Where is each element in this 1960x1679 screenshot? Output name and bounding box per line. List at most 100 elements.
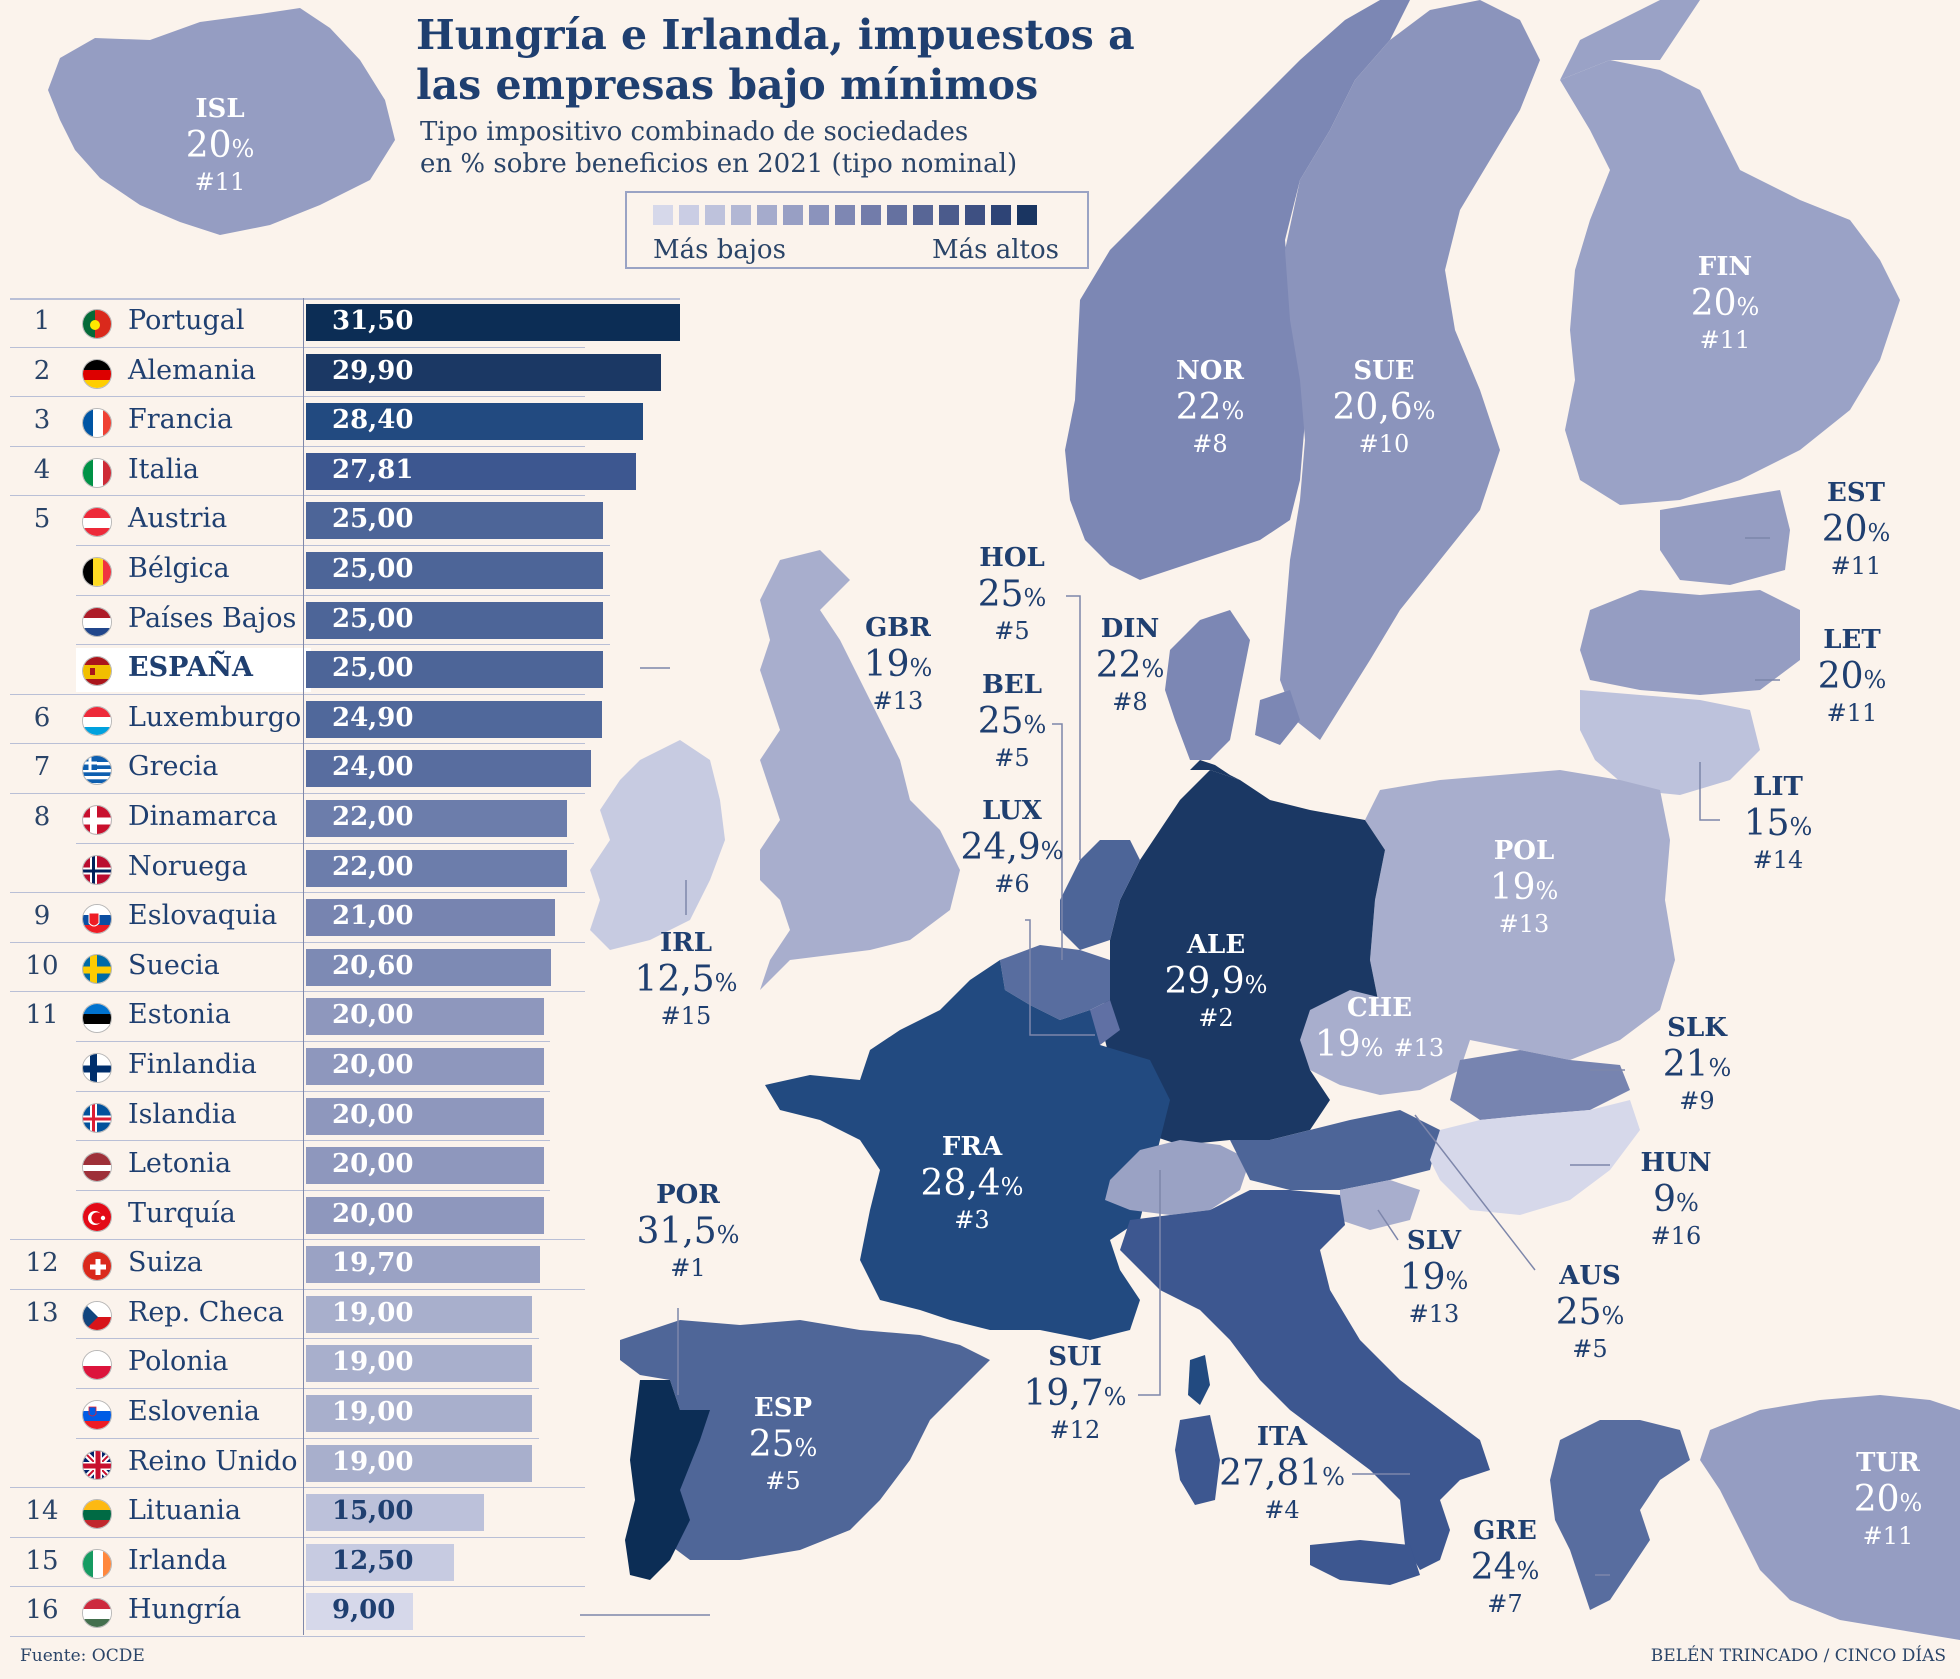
map-label-percent: 19% xyxy=(1400,1260,1469,1296)
ranking-country: Lituania xyxy=(128,1495,242,1527)
map-label-rank: #14 xyxy=(1752,846,1804,874)
map-label-code: SLK xyxy=(1667,1013,1727,1043)
map-label-value: 21 xyxy=(1662,1044,1709,1085)
row-rule xyxy=(76,1338,539,1340)
map-denmark xyxy=(1165,610,1250,760)
ranking-value: 27,81 xyxy=(332,454,414,485)
ranking-value: 25,00 xyxy=(332,603,414,634)
row-rule xyxy=(76,1040,551,1042)
map-france xyxy=(765,960,1170,1340)
map-label-rank: #12 xyxy=(1049,1416,1101,1444)
ranking-row: Polonia 19,00 xyxy=(10,1339,680,1390)
map-label-rank: #4 xyxy=(1264,1496,1300,1524)
map-label-tur: TUR 20% #11 xyxy=(1854,1450,1923,1548)
map-label-percent: 20% xyxy=(1818,659,1887,695)
percent-sign: % xyxy=(1103,1383,1127,1411)
leader-lines xyxy=(640,537,1780,1576)
ranking-row: 10 Suecia 20,60 xyxy=(10,943,680,993)
italy-flag-icon xyxy=(82,457,112,488)
map-label-rank: #13 xyxy=(1408,1300,1460,1328)
legend-swatch xyxy=(757,205,777,225)
credit-note: BELÉN TRINCADO / CINCO DÍAS xyxy=(1650,1646,1946,1666)
map-label-percent: 12,5% xyxy=(635,962,738,998)
map-label-percent: 19,7% xyxy=(1024,1376,1127,1412)
map-sicily xyxy=(1310,1540,1420,1585)
ranking-value: 20,00 xyxy=(332,1149,414,1180)
ranking-value: 12,50 xyxy=(332,1545,414,1576)
percent-sign: % xyxy=(1867,519,1891,547)
row-rule xyxy=(10,445,585,447)
map-label-rank: #15 xyxy=(660,1002,712,1030)
ranking-bar xyxy=(306,651,603,689)
ranking-value: 29,90 xyxy=(332,355,414,386)
ranking-bar xyxy=(306,551,603,589)
map-label-code: ESP xyxy=(753,1393,813,1423)
ranking-bar xyxy=(306,1345,532,1383)
ranking-bar xyxy=(306,1097,544,1135)
ranking-value: 9,00 xyxy=(332,1595,396,1626)
slovakia-flag-icon xyxy=(82,904,112,935)
subtitle-line-2: en % sobre beneficios en 2021 (tipo nomi… xyxy=(420,149,1018,179)
map-label-ita: ITA 27,81% #4 xyxy=(1219,1424,1345,1522)
row-rule xyxy=(10,1487,585,1489)
page-subtitle: Tipo impositivo combinado de sociedades … xyxy=(420,116,1060,180)
ranking-bar xyxy=(306,1543,455,1581)
map-iceland xyxy=(48,8,395,235)
map-ireland xyxy=(590,740,725,950)
map-label-code: FIN xyxy=(1697,252,1753,282)
ranking-country: Finlandia xyxy=(128,1048,257,1080)
ranking-position: 9 xyxy=(33,901,51,932)
ranking-top-rule xyxy=(10,298,680,300)
percent-sign: % xyxy=(1708,1054,1732,1082)
map-label-percent: 29,9% xyxy=(1165,964,1268,1000)
percent-sign: % xyxy=(1899,1489,1923,1517)
map-label-percent: 24% xyxy=(1471,1550,1540,1586)
ranking-country: Islandia xyxy=(128,1098,237,1130)
map-label-rank: #5 xyxy=(994,617,1030,645)
map-label-value: 19 xyxy=(1399,1257,1446,1298)
ranking-country: Noruega xyxy=(128,850,248,882)
percent-sign: % xyxy=(1360,1034,1384,1062)
map-label-value: 19 xyxy=(863,644,910,685)
ranking-bar xyxy=(306,1395,532,1433)
map-label-aus: AUS 25% #5 xyxy=(1556,1263,1625,1361)
percent-sign: % xyxy=(1445,1267,1469,1295)
ranking-position: 6 xyxy=(33,702,51,733)
map-label-isl: ISL 20% #11 xyxy=(186,96,255,194)
ranking-bar xyxy=(306,899,556,937)
map-label-est: EST 20% #11 xyxy=(1822,480,1891,578)
map-estonia xyxy=(1660,490,1790,585)
map-label-sui: SUI 19,7% #12 xyxy=(1024,1344,1127,1442)
map-label-code: ITA xyxy=(1256,1422,1308,1452)
iceland-flag-icon xyxy=(82,1102,112,1133)
subtitle-line-1: Tipo impositivo combinado de sociedades xyxy=(420,117,969,147)
greece-flag-icon xyxy=(82,755,112,786)
ranking-value: 31,50 xyxy=(332,306,414,336)
percent-sign: % xyxy=(1023,711,1047,739)
row-rule xyxy=(10,396,585,398)
map-label-percent: 20% xyxy=(1854,1482,1923,1518)
finland-flag-icon xyxy=(82,1052,112,1083)
ranking-value: 20,00 xyxy=(332,1099,414,1130)
map-latvia xyxy=(1580,590,1800,695)
ranking-bar xyxy=(306,799,568,837)
ranking-position: 7 xyxy=(33,752,51,783)
map-label-value: 22 xyxy=(1175,387,1222,428)
ranking-row: 14 Lituania 15,00 xyxy=(10,1488,680,1538)
uk-flag-icon xyxy=(82,1449,112,1480)
netherlands-flag-icon xyxy=(82,606,112,637)
map-label-gbr: GBR 19% #13 xyxy=(864,615,933,713)
ranking-row: 13 Rep. Checa 19,00 xyxy=(10,1290,680,1340)
ranking-position: 1 xyxy=(33,306,51,336)
ranking-bar xyxy=(306,1593,413,1631)
map-label-rank: #10 xyxy=(1358,430,1410,458)
ranking-row: 15 Irlanda 12,50 xyxy=(10,1538,680,1588)
ranking-country: Estonia xyxy=(128,999,231,1031)
map-label-value: 22 xyxy=(1095,645,1142,686)
ranking-bar xyxy=(306,998,544,1036)
map-label-rank: #13 xyxy=(1498,910,1550,938)
row-rule xyxy=(10,743,585,745)
map-label-che: CHE 19% #13 xyxy=(1315,995,1444,1063)
ranking-country: Eslovaquia xyxy=(128,900,278,932)
ranking-bar xyxy=(306,1494,485,1532)
